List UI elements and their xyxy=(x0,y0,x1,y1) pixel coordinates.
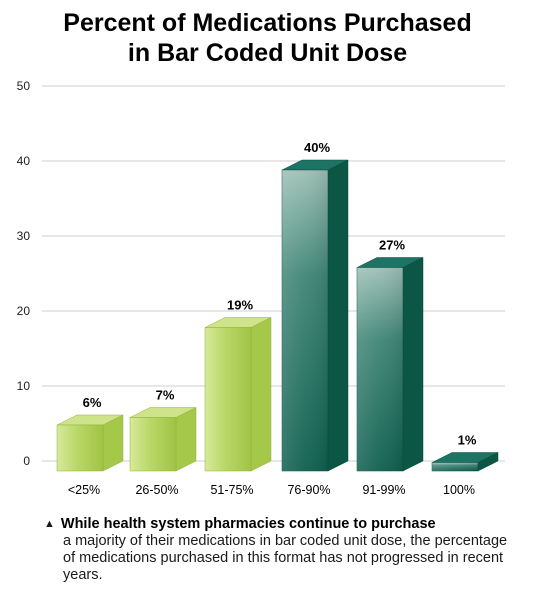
footnote: ▲ While health system pharmacies continue… xyxy=(44,516,514,584)
data-label: 19% xyxy=(227,298,253,313)
bar-side xyxy=(402,257,424,472)
y-tick-label: 30 xyxy=(17,229,31,243)
bar-side xyxy=(102,414,124,472)
chart-title: Percent of Medications Purchased in Bar … xyxy=(0,8,535,68)
bar-2 xyxy=(204,327,252,472)
x-tick-label: 51-75% xyxy=(210,483,253,497)
triangle-bullet-icon: ▲ xyxy=(44,518,55,530)
bar-shine xyxy=(282,170,328,471)
bar-1 xyxy=(129,417,177,472)
chart-title-line-1: Percent of Medications Purchased xyxy=(63,9,472,37)
bar-side xyxy=(250,317,272,472)
footnote-text: a majority of their medications in bar c… xyxy=(63,533,508,583)
y-tick-label: 0 xyxy=(23,454,30,468)
x-tick-label: 76-90% xyxy=(287,483,330,497)
y-tick-label: 50 xyxy=(17,79,31,93)
bar-chart: 0 10 20 30 40 50 6% <25% 7% 26-50% 19% 51-75% 40% 76-… xyxy=(17,79,505,497)
data-label: 27% xyxy=(379,238,405,253)
x-tick-label: 100% xyxy=(443,483,475,497)
y-tick-label: 10 xyxy=(17,379,31,393)
x-tick-label: <25% xyxy=(68,483,100,497)
x-tick-label: 26-50% xyxy=(135,483,178,497)
data-label: 6% xyxy=(83,395,102,410)
y-tick-label: 20 xyxy=(17,304,31,318)
x-tick-label: 91-99% xyxy=(362,483,405,497)
bar-side xyxy=(327,159,349,472)
bar-shine xyxy=(357,267,403,471)
y-tick-label: 40 xyxy=(17,154,31,168)
bar-0 xyxy=(56,424,104,472)
bar-side xyxy=(175,407,197,472)
chart-title-line-2: in Bar Coded Unit Dose xyxy=(127,39,408,67)
footnote-bold-text: While health system pharmacies continue … xyxy=(60,516,436,532)
data-label: 7% xyxy=(156,388,175,403)
data-label: 40% xyxy=(304,140,330,155)
data-label: 1% xyxy=(458,433,477,448)
bar-shine xyxy=(432,462,478,471)
